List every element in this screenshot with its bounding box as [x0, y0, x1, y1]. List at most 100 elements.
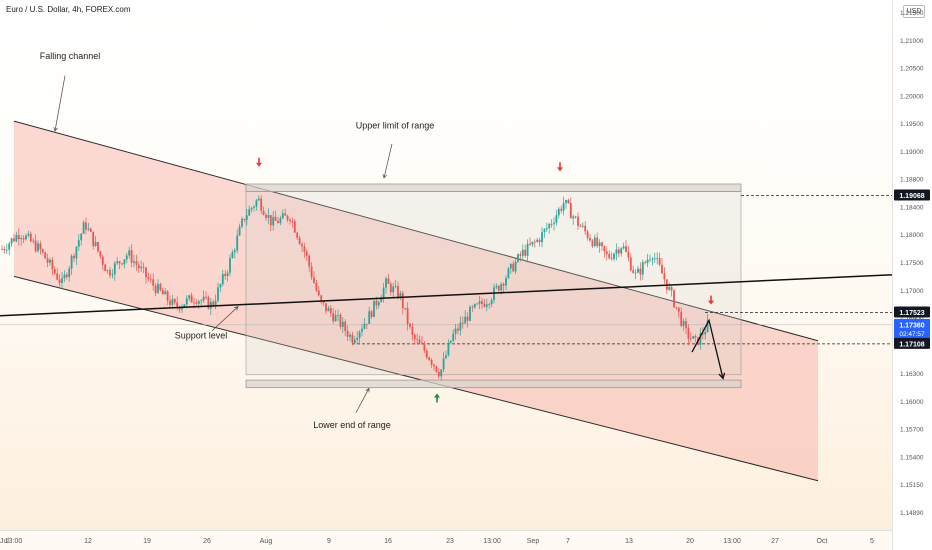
candle-body: [303, 246, 306, 252]
candle-body: [380, 297, 383, 303]
candle-body: [677, 307, 680, 312]
time-tick-label: 19: [143, 538, 151, 545]
currency-button[interactable]: USD: [903, 5, 925, 18]
candle-body: [37, 243, 39, 252]
candle-body: [637, 268, 639, 273]
candle-body: [418, 339, 421, 343]
price-tick-label: 1.16000: [900, 399, 924, 406]
candle-body: [298, 237, 301, 245]
time-tick-label: 5: [870, 538, 874, 545]
price-tick-label: 1.18800: [900, 177, 924, 184]
candle-body: [142, 266, 145, 268]
candle-body: [680, 311, 683, 326]
candle-body: [289, 219, 291, 222]
candle-body: [421, 342, 423, 345]
price-tick-label: 1.18000: [900, 232, 924, 239]
candle-body: [20, 238, 23, 240]
candle-body: [58, 279, 61, 283]
time-tick-label: 27: [771, 538, 779, 545]
annotation-pointer-support-level: [211, 306, 239, 332]
candle-body: [202, 296, 205, 301]
candle-body: [488, 304, 491, 305]
candle-body: [473, 303, 476, 308]
price-tick-label: 1.17000: [900, 288, 924, 295]
candle-body: [373, 300, 375, 318]
candle-body: [161, 290, 164, 295]
candle-body: [221, 273, 224, 285]
candle-body: [452, 333, 455, 341]
candle-body: [545, 228, 548, 230]
candle-body: [668, 287, 671, 290]
candle-body: [481, 301, 483, 304]
candle-body: [531, 241, 534, 245]
candle-body: [125, 255, 128, 260]
candle-body: [543, 229, 546, 233]
candle-body: [305, 251, 308, 256]
price-tick-label: 1.15150: [900, 482, 924, 489]
candle-body: [8, 243, 11, 250]
price-axis[interactable]: [892, 0, 932, 550]
candle-body: [317, 290, 320, 296]
annotation-pointer-head-lower-end: [365, 387, 370, 393]
signal-arrow-up-3: [434, 393, 440, 403]
candle-body: [214, 300, 217, 306]
candle-body: [207, 297, 210, 309]
candle-body: [394, 286, 397, 287]
time-tick-label: 9: [327, 538, 331, 545]
candle-body: [476, 303, 479, 305]
candle-body: [137, 264, 140, 269]
candle-body: [159, 283, 162, 291]
candle-body: [605, 251, 608, 254]
candle-body: [471, 306, 474, 308]
candle-body: [425, 350, 428, 358]
candle-body: [241, 218, 243, 227]
candle-body: [615, 249, 618, 254]
candle-body: [332, 313, 335, 322]
falling-channel-fill: [14, 121, 818, 481]
candle-body: [226, 272, 229, 276]
candle-body: [39, 243, 42, 250]
time-tick-label: 12: [84, 538, 92, 545]
price-tag-label: 1.19068: [899, 193, 924, 200]
candle-body: [277, 220, 279, 224]
candle-body: [387, 278, 390, 284]
candle-body: [608, 253, 611, 259]
time-tick-label: Aug: [260, 538, 273, 545]
annotation-pointer-falling-channel: [54, 75, 66, 132]
time-tick-label: Sep: [527, 538, 540, 545]
candle-body: [349, 334, 351, 337]
candle-body: [89, 228, 92, 232]
candle-body: [190, 295, 193, 303]
price-tag-1.17523: [894, 306, 930, 318]
support-level-line: [0, 274, 893, 317]
candle-body: [5, 249, 8, 251]
time-tick-label: Oct: [817, 538, 828, 545]
candle-body: [524, 249, 527, 256]
candle-body: [272, 216, 275, 226]
candle-body: [356, 337, 359, 340]
candle-body: [341, 321, 344, 327]
time-axis[interactable]: [0, 530, 892, 550]
candle-body: [553, 222, 555, 225]
candle-body: [255, 200, 258, 207]
candle-body: [13, 238, 15, 242]
candle-body: [634, 272, 637, 274]
time-tick-label: 16: [384, 538, 392, 545]
candle-body: [310, 266, 313, 278]
candle-body: [483, 303, 486, 307]
candle-body: [358, 331, 361, 338]
price-tick-label: 1.14890: [900, 510, 924, 517]
candle-body: [339, 314, 342, 327]
candle-body: [27, 233, 30, 236]
candle-body: [617, 249, 620, 254]
range-box-upper-limit: [245, 183, 742, 192]
candle-body: [627, 251, 630, 258]
candle-body: [320, 295, 323, 302]
price-tick-label: 1.20000: [900, 93, 924, 100]
candle-body: [512, 263, 515, 272]
candle-body: [428, 357, 431, 361]
candle-body: [699, 333, 702, 345]
candle-body: [613, 253, 615, 259]
candle-body: [413, 334, 416, 340]
